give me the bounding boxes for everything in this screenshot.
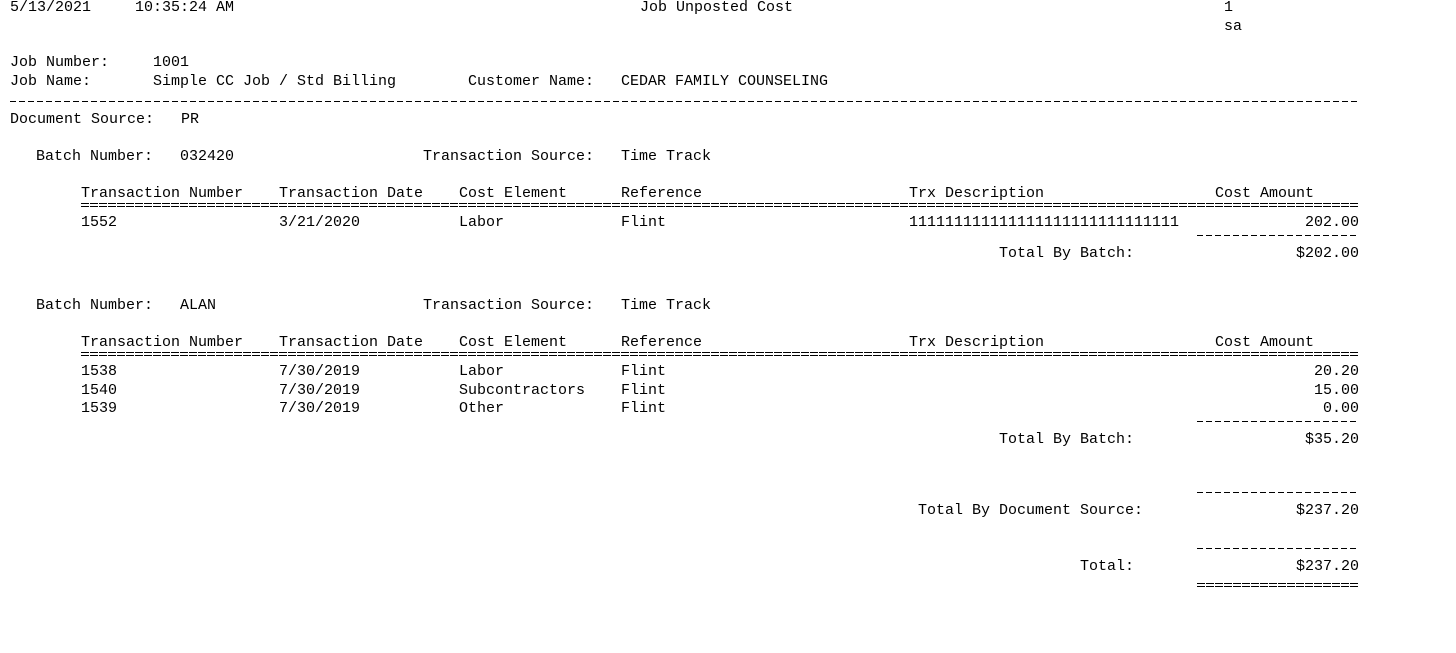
doc-source-total-value: $237.20 — [1295, 502, 1359, 519]
column-header: Reference — [621, 334, 703, 351]
table-cell: Flint — [621, 381, 667, 399]
batch-number: 032420 — [180, 148, 235, 165]
report-date: 5/13/2021 — [10, 0, 92, 16]
cost-amount: 15.00 — [1313, 381, 1359, 399]
customer-name: CEDAR FAMILY COUNSELING — [621, 73, 829, 90]
column-header: Transaction Date — [279, 185, 424, 202]
table-cell: Flint — [621, 363, 667, 380]
column-header: Transaction Number — [81, 334, 244, 351]
job-name-label: Job Name: — [10, 73, 92, 90]
table-cell: Flint — [621, 214, 667, 231]
header-double-rule — [81, 352, 1359, 356]
separator-line — [10, 101, 1358, 102]
document-source-value: PR — [181, 111, 200, 128]
page-number: 1 — [1224, 0, 1234, 16]
batch-number-label: Batch Number: — [36, 297, 154, 314]
cost-amount: 0.00 — [1322, 400, 1359, 417]
column-header: Cost Element — [459, 185, 568, 202]
batch-number-label: Batch Number: — [36, 148, 154, 165]
transaction-source: Time Track — [621, 148, 712, 165]
column-header: Cost Amount — [1215, 334, 1315, 351]
table-cell: 7/30/2019 — [279, 363, 361, 380]
job-number-label: Job Number: — [10, 54, 110, 71]
column-header: Trx Description — [909, 185, 1045, 202]
document-source-label: Document Source: — [10, 111, 155, 128]
job-number: 1001 — [153, 54, 190, 71]
cost-amount: 20.20 — [1313, 363, 1359, 380]
batch-total-value: $35.20 — [1304, 430, 1359, 448]
column-header: Cost Amount — [1215, 185, 1315, 202]
report-title: Job Unposted Cost — [640, 0, 794, 16]
user-id: sa — [1224, 18, 1243, 35]
table-cell: 1539 — [81, 400, 118, 417]
column-header: Reference — [621, 185, 703, 202]
subtotal-line — [1197, 234, 1358, 236]
table-cell: Flint — [621, 400, 667, 417]
column-header: Cost Element — [459, 334, 568, 351]
batch-total-value: $202.00 — [1295, 244, 1359, 262]
table-cell: 7/30/2019 — [279, 381, 361, 399]
report-time: 10:35:24 AM — [135, 0, 235, 16]
batch-number: ALAN — [180, 297, 217, 314]
table-cell: 3/21/2020 — [279, 214, 361, 231]
table-cell: 1540 — [81, 381, 118, 399]
job-name: Simple CC Job / Std Billing — [153, 73, 397, 90]
transaction-source: Time Track — [621, 297, 712, 314]
cost-amount: 202.00 — [1304, 214, 1359, 231]
table-cell: 7/30/2019 — [279, 400, 361, 417]
transaction-source-label: Transaction Source: — [423, 297, 595, 314]
batch-total-label: Total By Batch: — [999, 244, 1135, 262]
customer-name-label: Customer Name: — [468, 73, 595, 90]
batch-total-label: Total By Batch: — [999, 430, 1135, 448]
column-header: Transaction Date — [279, 334, 424, 351]
subtotal-line — [1197, 420, 1358, 422]
subtotal-line — [1197, 548, 1358, 549]
table-cell: Subcontractors — [459, 381, 586, 399]
grand-total-label: Total: — [1080, 558, 1135, 575]
header-double-rule — [81, 203, 1359, 207]
table-cell: 1552 — [81, 214, 118, 231]
subtotal-line — [1197, 492, 1358, 493]
transaction-source-label: Transaction Source: — [423, 148, 595, 165]
table-cell: 1538 — [81, 363, 118, 380]
table-cell: 111111111111111111111111111111 — [909, 214, 1180, 231]
column-header: Transaction Number — [81, 185, 244, 202]
table-cell: Labor — [459, 363, 505, 380]
column-header: Trx Description — [909, 334, 1045, 351]
grand-total-value: $237.20 — [1295, 558, 1359, 575]
doc-source-total-label: Total By Document Source: — [918, 502, 1144, 519]
table-cell: Labor — [459, 214, 505, 231]
table-cell: Other — [459, 400, 505, 417]
double-underline — [1197, 583, 1359, 587]
